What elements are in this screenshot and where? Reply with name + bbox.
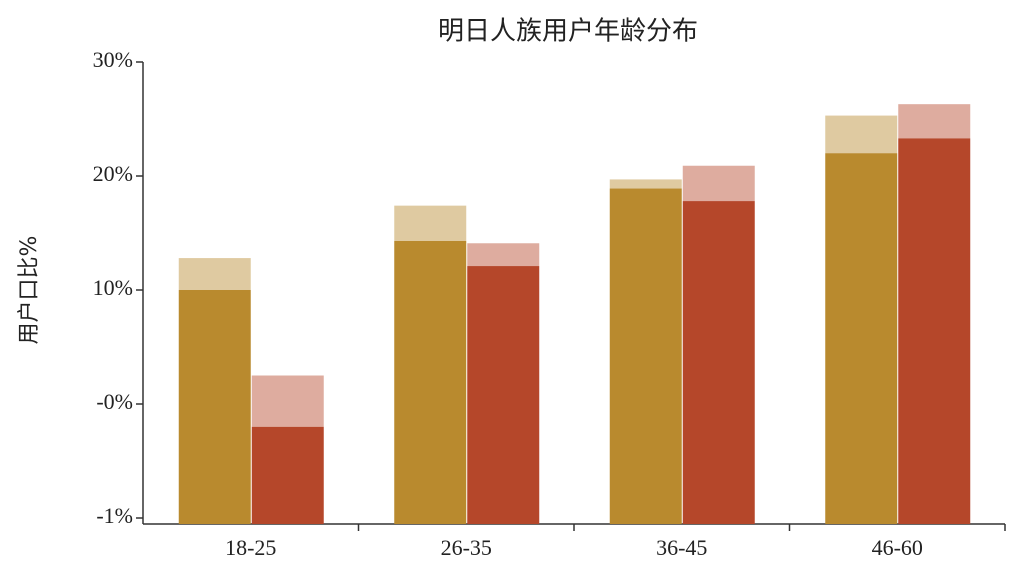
- upper-band: [825, 115, 898, 154]
- y-tick-label: 20%: [93, 161, 133, 186]
- y-tick-label: 30%: [93, 47, 133, 72]
- chart-title: 明日人族用户年龄分布: [438, 17, 698, 47]
- y-tick-label: 10%: [93, 275, 133, 300]
- x-tick-label: 46-60: [872, 535, 923, 560]
- upper-band: [251, 375, 324, 427]
- x-tick-label: 18-25: [225, 535, 276, 560]
- upper-band: [178, 258, 251, 290]
- y-tick-label: -1%: [96, 503, 133, 528]
- bar: [251, 426, 324, 524]
- x-tick-label: 26-35: [441, 535, 492, 560]
- y-tick-label: -0%: [96, 389, 133, 414]
- bar: [178, 290, 251, 524]
- bar: [682, 201, 755, 524]
- x-tick-label: 36-45: [656, 535, 707, 560]
- bar: [825, 153, 898, 524]
- bar: [898, 138, 971, 524]
- bar: [609, 188, 682, 525]
- y-axis-label: 用户口比%: [17, 236, 42, 345]
- upper-band: [394, 205, 467, 241]
- bar: [394, 240, 467, 525]
- upper-band: [682, 165, 755, 202]
- upper-band: [609, 179, 682, 189]
- upper-band: [898, 104, 971, 139]
- upper-band: [467, 243, 540, 267]
- bar: [467, 266, 540, 524]
